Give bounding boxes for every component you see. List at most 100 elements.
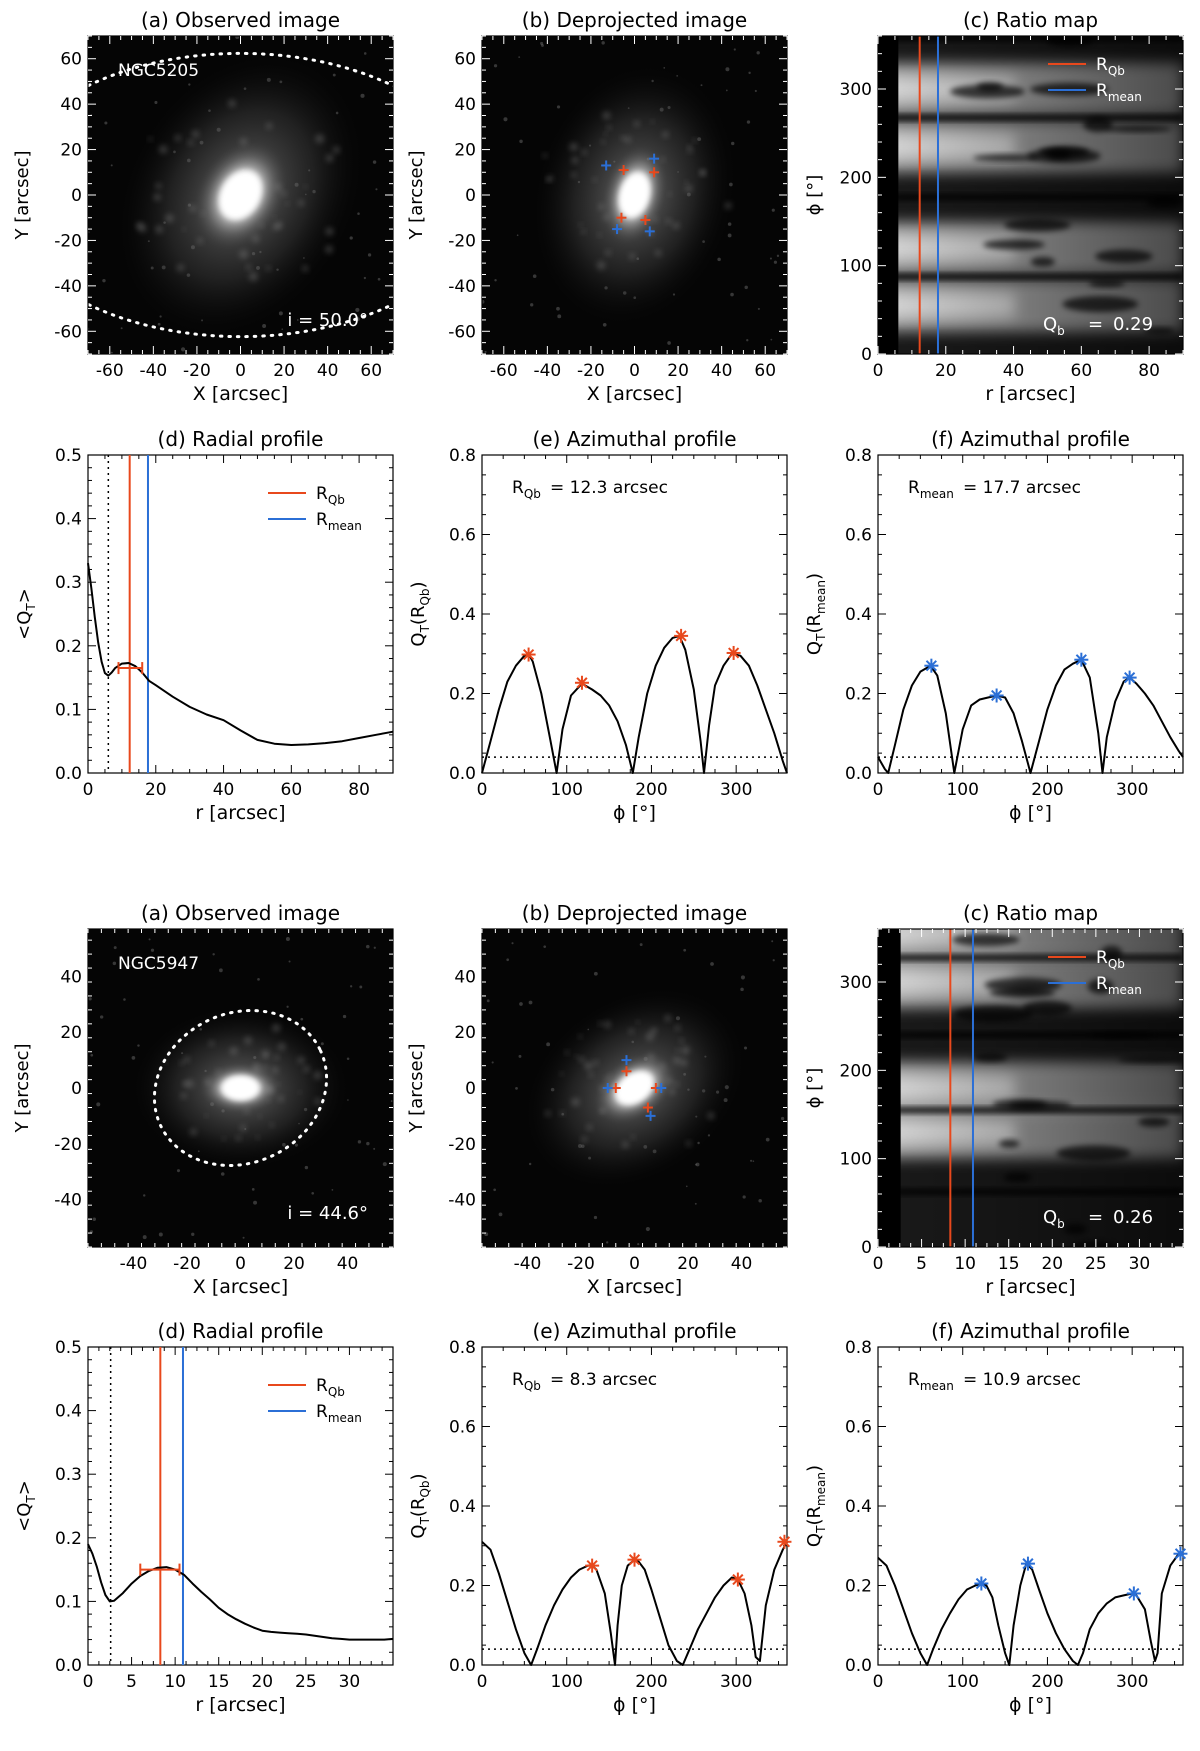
y-axis-label: Y [arcsec] xyxy=(12,150,33,240)
galaxy-knot xyxy=(687,147,693,153)
y-tick-label: -40 xyxy=(54,1191,82,1211)
field-star xyxy=(113,946,117,950)
qb-label: Qb xyxy=(1043,314,1065,338)
panel-d-0: 0 20 40 60 80 0.0 0.1 0.2 0.3 0.4 0.5 RQb Rmean (d) R… xyxy=(14,427,394,824)
field-star xyxy=(220,1172,225,1176)
y-tick-label: 0.2 xyxy=(449,1577,476,1597)
field-star xyxy=(373,946,376,949)
x-tick-label: -40 xyxy=(514,1254,542,1274)
peak-marker-stroke xyxy=(732,1573,744,1586)
galaxy-knot xyxy=(187,139,194,146)
field-star xyxy=(771,208,775,212)
field-star xyxy=(484,350,487,353)
field-star xyxy=(530,303,534,307)
inclination-label: i = 50.0° xyxy=(287,310,368,331)
galaxy-knot xyxy=(699,169,707,177)
heatmap-content xyxy=(878,929,1183,1247)
field-star xyxy=(776,254,780,258)
panel-title: (d) Radial profile xyxy=(158,1319,324,1343)
galaxy-knot xyxy=(621,1141,629,1149)
peak-marker-stroke xyxy=(728,647,740,659)
field-star xyxy=(355,307,360,313)
galaxy-knot xyxy=(313,1071,322,1080)
peak-marker-stroke xyxy=(778,1536,791,1548)
peak-marker xyxy=(1122,670,1137,685)
field-star xyxy=(131,1056,136,1060)
x-axis-label: ϕ [°] xyxy=(613,802,656,824)
y-tick-label: 0.8 xyxy=(845,446,872,466)
peak-marker-stroke xyxy=(925,660,937,672)
y-tick-label: 0.4 xyxy=(55,1402,82,1422)
heatmap-fade xyxy=(878,36,1183,354)
field-star xyxy=(482,299,485,304)
x-tick-label: -20 xyxy=(173,1254,201,1274)
field-star xyxy=(725,89,728,92)
y-tick-label: 0.6 xyxy=(845,526,872,546)
galaxy-knot xyxy=(248,272,258,282)
field-star xyxy=(770,338,773,341)
plot-background xyxy=(482,455,787,773)
y-tick-label: 0.2 xyxy=(55,637,82,657)
galaxy-knot xyxy=(314,1098,322,1105)
galaxy-knot xyxy=(672,222,680,230)
x-tick-label: 20 xyxy=(677,1254,699,1274)
galaxy-knot xyxy=(278,1042,286,1051)
field-star xyxy=(377,277,381,281)
x-axis-label: X [arcsec] xyxy=(587,383,682,405)
peak-marker xyxy=(924,658,939,673)
galaxy-knot xyxy=(239,249,249,259)
y-axis-label: ϕ [°] xyxy=(804,175,825,216)
y-tick-label: -40 xyxy=(448,1191,476,1211)
y-tick-label: 40 xyxy=(454,95,476,115)
x-tick-label: 0 xyxy=(629,1254,640,1274)
y-tick-label: 0.1 xyxy=(55,1592,82,1612)
field-star xyxy=(286,1005,289,1008)
galaxy-knot xyxy=(681,1046,690,1055)
x-tick-label: 20 xyxy=(667,361,689,381)
plot-background xyxy=(482,1347,787,1665)
y-axis-label: QT(Rmean) xyxy=(804,1465,828,1547)
y-tick-label: 0.1 xyxy=(55,700,82,720)
field-star xyxy=(347,1099,349,1101)
x-tick-label: 0 xyxy=(477,780,488,800)
x-tick-label: 20 xyxy=(283,1254,305,1274)
y-tick-label: 0 xyxy=(465,186,476,206)
field-star xyxy=(262,324,267,328)
field-star xyxy=(373,1147,376,1150)
galaxy-knot xyxy=(182,227,186,231)
field-star xyxy=(281,328,284,331)
x-tick-label: -40 xyxy=(533,361,561,381)
y-tick-label: -60 xyxy=(54,322,82,342)
field-star xyxy=(511,942,514,945)
x-tick-label: 20 xyxy=(251,1672,273,1692)
panel-d-1: 0 5 10 15 20 25 30 0.0 0.1 0.2 0.3 0.4 0.5 RQb Rmean (d… xyxy=(14,1319,394,1716)
y-tick-label: 0.6 xyxy=(449,1418,476,1438)
field-star xyxy=(96,1102,101,1107)
panel-title: (a) Observed image xyxy=(141,8,340,32)
galaxy-knot xyxy=(272,1023,281,1033)
y-tick-label: 0.8 xyxy=(449,1338,476,1358)
field-star xyxy=(601,41,605,45)
x-axis-label: r [arcsec] xyxy=(985,1276,1075,1298)
x-tick-label: -40 xyxy=(139,361,167,381)
field-star xyxy=(746,120,751,124)
y-axis-label: Y [arcsec] xyxy=(12,1043,33,1133)
galaxy-knot xyxy=(302,265,309,272)
field-star xyxy=(515,1086,518,1090)
x-tick-label: 0 xyxy=(83,780,94,800)
panel-a-1: -40 -20 0 20 40 -40 -20 0 20 40 (a) Observed image… xyxy=(12,901,394,1298)
y-tick-label: 40 xyxy=(454,967,476,987)
y-tick-label: 100 xyxy=(840,1150,872,1170)
field-star xyxy=(725,67,730,72)
galaxy-knot xyxy=(244,1036,252,1045)
galaxy-knot xyxy=(598,1021,603,1026)
peak-marker xyxy=(574,675,589,690)
panel-f-0: 0 100 200 300 0.0 0.2 0.4 0.6 0.8 Rmean = 17.7 arc… xyxy=(804,427,1184,824)
galaxy-knot xyxy=(315,134,325,144)
panel-title: (e) Azimuthal profile xyxy=(532,1319,736,1343)
galaxy-knot xyxy=(174,134,181,142)
galaxy-knot xyxy=(645,1032,655,1041)
field-star xyxy=(191,1232,195,1236)
y-tick-label: -60 xyxy=(448,322,476,342)
